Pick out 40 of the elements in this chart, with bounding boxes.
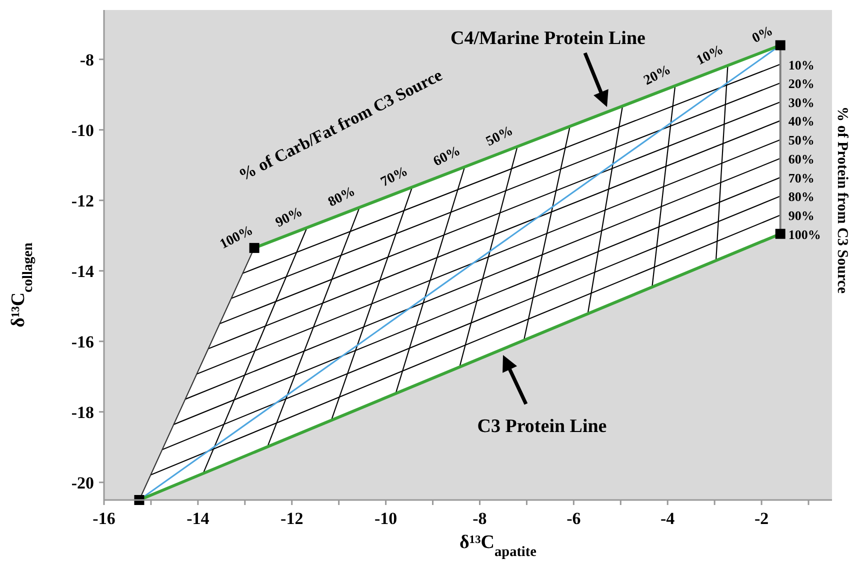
x-tick-label: -6 [566, 509, 581, 528]
y-tick-label: -8 [80, 50, 94, 70]
x-tick-label: -12 [280, 509, 304, 528]
series-label: 10% [788, 57, 814, 72]
x-tick-label: -4 [660, 509, 676, 528]
text: 0% [750, 24, 776, 47]
x-tick-label: -16 [92, 509, 116, 528]
y2-axis-title: % of Protein from C3 Source [834, 106, 850, 294]
series-label: 40% [788, 114, 814, 129]
series-label: 70% [788, 170, 814, 186]
text: 80% [326, 184, 358, 210]
text: 70% [378, 164, 410, 190]
series-label: 30% [788, 95, 814, 110]
point [775, 228, 786, 239]
series-label: 100% [788, 226, 821, 242]
x-axis-title: δ¹³C$_{apatite}$ [460, 532, 536, 560]
y-tick-label: -12 [71, 191, 94, 210]
annotation: C3 Protein Line [477, 416, 607, 437]
series-label: 90% [788, 208, 814, 224]
series-label: 80% [788, 189, 814, 204]
y-tick-label: -10 [71, 120, 94, 140]
text: 20% [642, 62, 674, 89]
x-tick-label: -14 [186, 509, 210, 528]
point [775, 40, 786, 50]
y-tick-label: -18 [71, 402, 94, 422]
text: 60% [431, 144, 463, 170]
text: 10% [694, 42, 726, 69]
annotation: C4/Marine Protein Line [450, 28, 646, 49]
text: 100% [218, 223, 256, 252]
y-tick-label: -14 [71, 262, 94, 281]
series-label: 60% [788, 151, 814, 166]
x-tick-label: -8 [472, 509, 487, 528]
text: 90% [273, 204, 306, 231]
y-tick-label: -20 [71, 473, 94, 492]
series-label: 50% [788, 132, 814, 148]
text: 50% [484, 124, 516, 150]
x-tick-label: -2 [754, 509, 769, 528]
y-tick-label: -16 [71, 332, 94, 352]
x-tick-label: -10 [374, 509, 398, 528]
series-label: 20% [788, 76, 814, 91]
